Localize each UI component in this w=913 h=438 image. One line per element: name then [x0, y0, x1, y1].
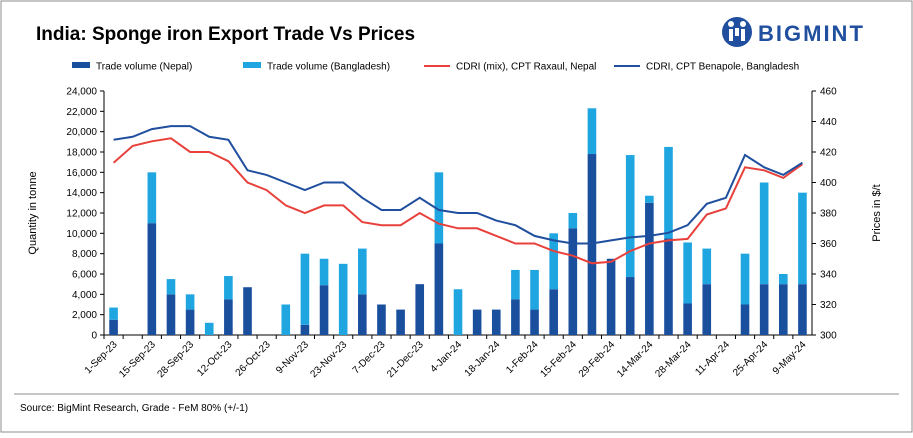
- bar: [453, 289, 463, 335]
- legend-swatch: [243, 62, 261, 68]
- bar: [204, 322, 214, 335]
- bar: [166, 279, 176, 295]
- line-series: [113, 125, 803, 245]
- logo-text: BIGMINT: [758, 21, 865, 46]
- bar: [224, 299, 233, 335]
- source-note: Source: BigMint Research, Grade - FeM 80…: [20, 403, 248, 414]
- bar: [625, 155, 635, 278]
- bar: [740, 253, 750, 305]
- y2-tick-label: 400: [820, 178, 837, 189]
- y-tick-label: 10,000: [66, 229, 97, 240]
- y-tick-label: 20,000: [66, 127, 97, 138]
- y-tick-label: 18,000: [66, 148, 97, 159]
- bar: [358, 248, 367, 295]
- bar: [702, 284, 712, 335]
- line-series: [112, 137, 803, 265]
- bar: [300, 324, 310, 335]
- bar: [664, 238, 673, 335]
- bar: [377, 304, 386, 335]
- bar: [798, 192, 807, 285]
- bar: [396, 309, 405, 335]
- bar: [625, 277, 635, 335]
- y2-axis-title: Prices in $/t: [871, 184, 883, 241]
- bar: [338, 263, 348, 335]
- bar: [319, 285, 329, 335]
- bar: [358, 294, 367, 335]
- y-tick-label: 16,000: [66, 168, 97, 179]
- logo-icon: [722, 17, 752, 47]
- bar: [740, 304, 750, 335]
- legend-label: CDRI, CPT Benapole, Bangladesh: [646, 62, 799, 73]
- bar: [491, 309, 501, 335]
- bar: [511, 269, 520, 300]
- bar: [185, 309, 195, 335]
- bar: [702, 248, 712, 285]
- bar: [243, 287, 252, 335]
- bar: [281, 304, 291, 335]
- y2-tick-label: 340: [820, 270, 837, 281]
- bar: [587, 108, 597, 155]
- y2-tick-label: 380: [820, 209, 837, 220]
- legend-swatch: [72, 62, 90, 68]
- y2-tick-label: 320: [820, 300, 837, 311]
- y-tick-label: 22,000: [66, 107, 97, 118]
- y-tick-label: 6,000: [72, 270, 97, 281]
- y2-tick-label: 440: [820, 117, 837, 128]
- y-axis-title: Quantity in tonne: [27, 171, 39, 254]
- bar: [147, 223, 157, 335]
- bar: [549, 289, 558, 335]
- y-tick-label: 8,000: [72, 249, 97, 260]
- bar: [759, 284, 769, 335]
- bar: [568, 213, 578, 229]
- chart-title: India: Sponge iron Export Trade Vs Price…: [36, 24, 415, 45]
- y-tick-label: 0: [91, 331, 97, 342]
- y2-tick-label: 420: [820, 148, 837, 159]
- bar: [109, 307, 118, 320]
- bar: [759, 182, 769, 285]
- y2-tick-label: 460: [820, 87, 837, 98]
- legend-label: Trade volume (Nepal): [96, 62, 192, 73]
- bar: [472, 309, 482, 335]
- bar: [109, 319, 118, 335]
- bar: [683, 242, 692, 304]
- bar: [224, 276, 233, 300]
- y-tick-label: 14,000: [66, 188, 97, 199]
- y-tick-label: 24,000: [66, 87, 97, 98]
- bar: [568, 228, 578, 335]
- bar: [645, 195, 654, 203]
- bar: [319, 258, 329, 286]
- bar: [683, 303, 692, 335]
- bar: [185, 294, 195, 310]
- bar: [549, 233, 558, 290]
- y2-tick-label: 360: [820, 239, 837, 250]
- bar: [511, 299, 520, 335]
- bar: [147, 172, 157, 224]
- bar: [778, 274, 788, 285]
- bar: [434, 243, 444, 335]
- bar: [166, 294, 176, 335]
- bar: [606, 258, 616, 335]
- bar: [530, 269, 539, 310]
- bar: [587, 154, 597, 335]
- bar: [778, 284, 788, 335]
- y2-tick-label: 300: [820, 331, 837, 342]
- bar: [434, 172, 444, 244]
- bar: [300, 253, 310, 325]
- y-tick-label: 2,000: [72, 310, 97, 321]
- bar: [664, 146, 673, 239]
- bar: [798, 284, 807, 335]
- y-tick-label: 4,000: [72, 290, 97, 301]
- legend-label: CDRI (mix), CPT Raxaul, Nepal: [456, 62, 596, 73]
- bar: [415, 284, 425, 335]
- y-tick-label: 12,000: [66, 209, 97, 220]
- legend-label: Trade volume (Bangladesh): [267, 62, 390, 73]
- bar: [645, 202, 654, 335]
- bar: [530, 309, 539, 335]
